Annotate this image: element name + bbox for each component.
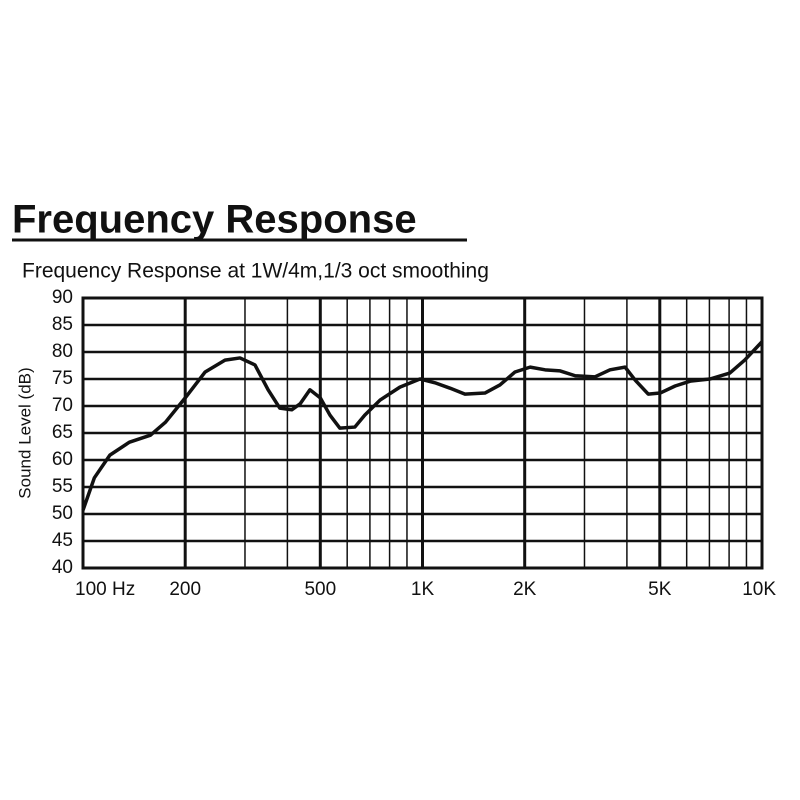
response-curve — [81, 340, 764, 511]
y-tick-label: 85 — [52, 314, 73, 335]
y-tick-label: 65 — [52, 422, 73, 443]
y-tick-label: 55 — [52, 476, 73, 497]
chart-subtitle: Frequency Response at 1W/4m,1/3 oct smoo… — [22, 260, 489, 283]
y-tick-label: 45 — [52, 530, 73, 551]
y-tick-label: 50 — [52, 503, 73, 524]
x-tick-label: 200 — [169, 579, 201, 600]
y-tick-label: 80 — [52, 341, 73, 362]
x-tick-label: 5K — [648, 579, 672, 600]
plot-area: 40 45 50 55 60 65 70 75 80 85 90 100 Hz 200 500 1K 2K 5K… — [52, 287, 776, 600]
y-tick-label: 70 — [52, 395, 73, 416]
x-tick-label: 100 Hz — [75, 579, 135, 600]
y-tick-label: 75 — [52, 368, 73, 389]
plot-frame — [81, 296, 764, 570]
y-axis-label: Sound Level (dB) — [15, 367, 34, 498]
x-tick-label: 500 — [304, 579, 336, 600]
chart-title: Frequency Response — [12, 198, 417, 242]
y-tick-label: 90 — [52, 287, 73, 308]
x-tick-label: 1K — [411, 579, 435, 600]
x-tick-label: 10K — [742, 579, 776, 600]
x-tick-label: 2K — [513, 579, 537, 600]
y-tick-label: 40 — [52, 557, 73, 578]
y-tick-label: 60 — [52, 449, 73, 470]
